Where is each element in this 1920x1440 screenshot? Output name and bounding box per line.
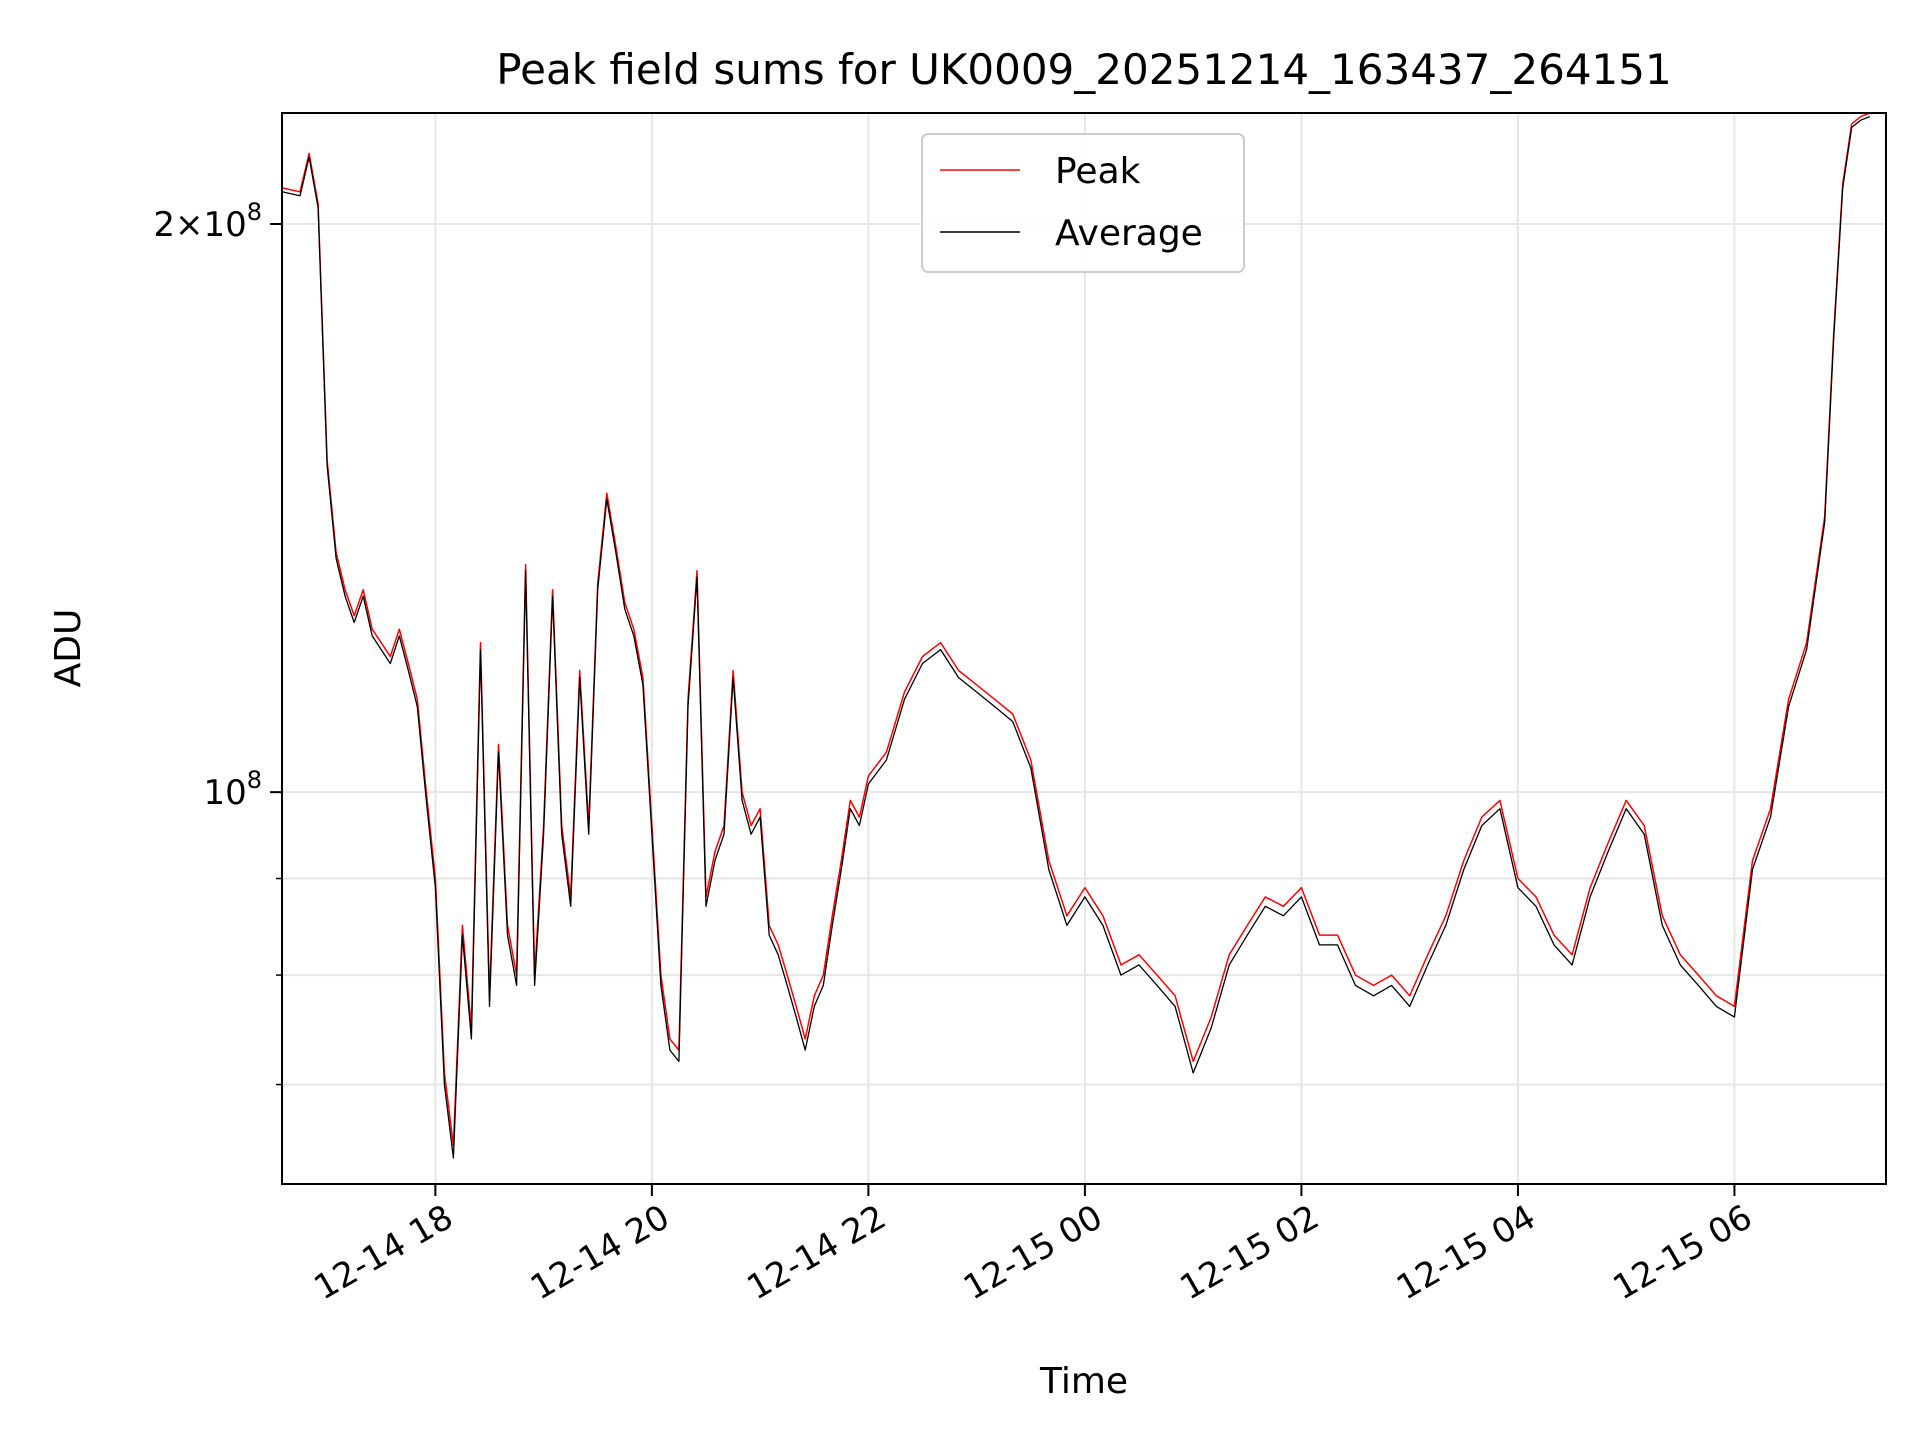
legend: Peak Average: [921, 133, 1245, 273]
legend-label-average: Average: [1055, 213, 1203, 254]
y-tick-label: 2×108: [153, 198, 262, 245]
y-tick-label: 108: [203, 766, 262, 813]
chart-title: Peak field sums for UK0009_20251214_1634…: [496, 45, 1671, 94]
series-line-average: [281, 115, 1871, 1159]
legend-box: [921, 133, 1245, 273]
y-axis-label: ADU: [48, 609, 89, 688]
y-axis: 108 2×108: [153, 198, 282, 1086]
grid: [282, 113, 1886, 1184]
legend-label-peak: Peak: [1055, 151, 1141, 192]
x-axis-label: Time: [1039, 1361, 1128, 1402]
series-layer: [281, 112, 1871, 1159]
